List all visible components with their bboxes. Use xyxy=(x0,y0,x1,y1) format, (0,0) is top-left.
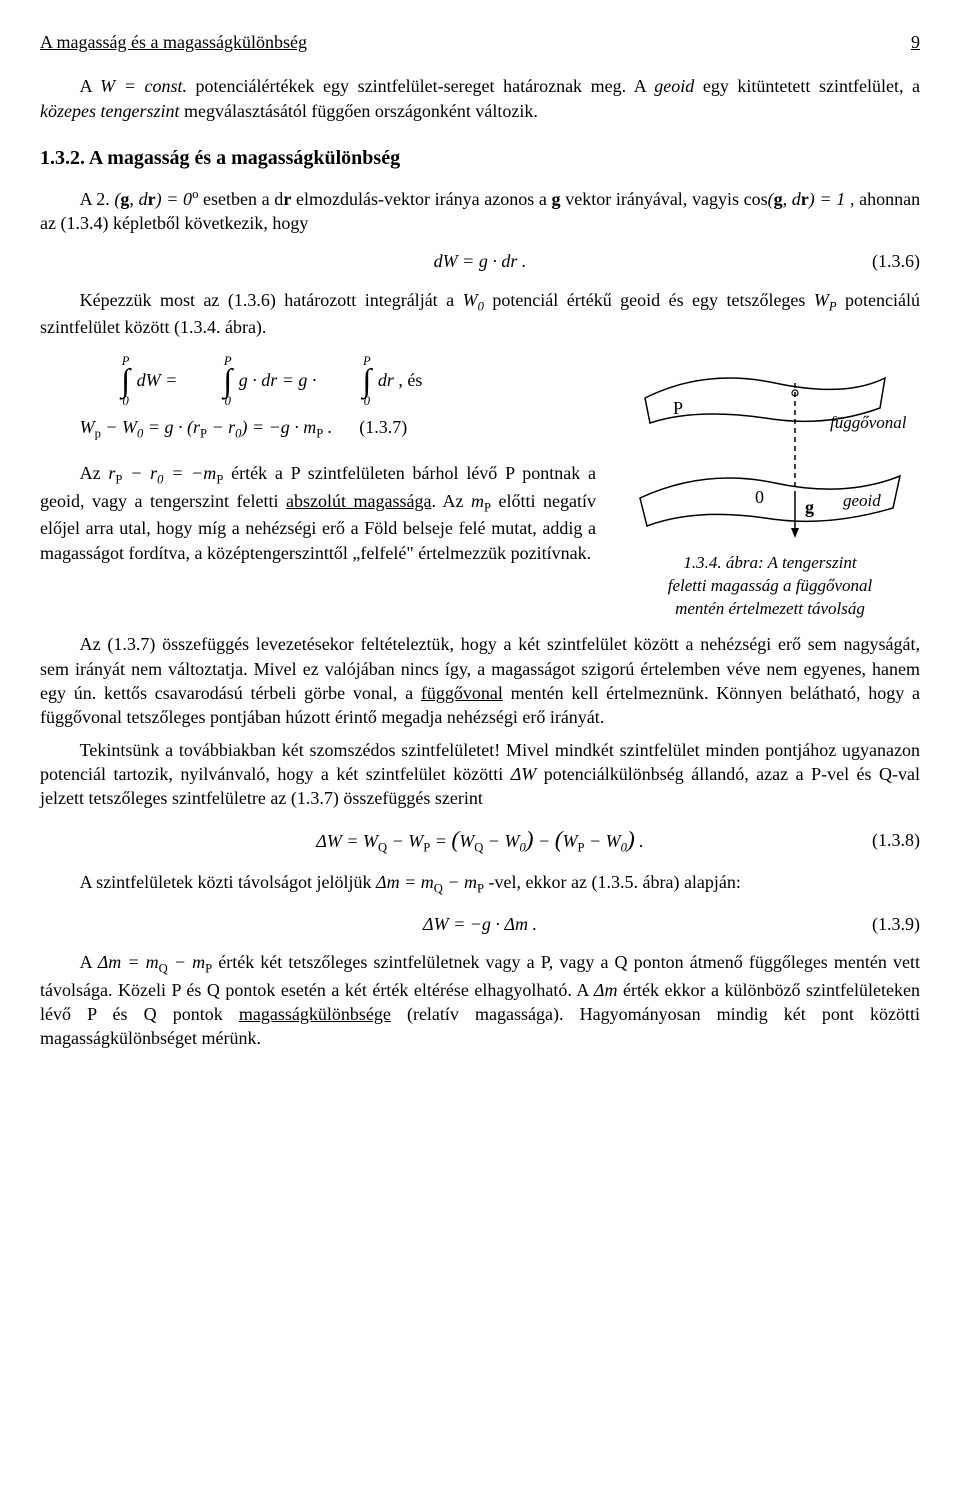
text: , és xyxy=(398,370,422,390)
paragraph-5: Az (1.3.7) összefüggés levezetésekor fel… xyxy=(40,632,920,729)
inline-eq: rP − r0 = −mP xyxy=(108,463,223,483)
paragraph-7: A szintfelületek közti távolságot jelölj… xyxy=(40,870,920,898)
inline-eq: cos(g, dr) = 1 xyxy=(744,189,846,209)
term-magassagkulonbsege: magasságkülönbsége xyxy=(239,1004,391,1024)
inline-eq: (g, dr) = 0o xyxy=(114,189,198,209)
term-abszolut: abszolút magassága xyxy=(286,491,431,511)
equation-139: ΔW = −g · Δm . (1.3.9) xyxy=(40,912,920,936)
text: esetben a d xyxy=(203,189,283,209)
term-geoid: geoid xyxy=(654,76,694,96)
fig-label-geoid: geoid xyxy=(843,491,881,510)
inline-var: WP xyxy=(814,290,837,310)
figure-svg: P 0 g függővonal geoid xyxy=(625,348,915,548)
text: egy kitüntetett szintfelület, a xyxy=(703,76,920,96)
caption-line: mentén értelmezett távolság xyxy=(620,598,920,621)
term-fuggovonal: függővonal xyxy=(421,683,503,703)
text: A xyxy=(80,76,101,96)
figure-left-equations: P∫0 dW = P∫0 g · dr = g · P∫0 dr , és Wp… xyxy=(40,348,596,573)
text: . Az xyxy=(431,491,471,511)
eq-body: ΔW = WQ − WP = (WQ − W0) − (WP − W0) . xyxy=(316,825,643,857)
header-page: 9 xyxy=(911,30,920,54)
inline-var: W0 xyxy=(463,290,484,310)
eq-number: (1.3.7) xyxy=(359,417,407,437)
eq-137: Wp − W0 = g · (rP − r0) = −g · mP . (1.3… xyxy=(40,415,596,443)
equation-136: dW = g · dr . (1.3.6) xyxy=(40,249,920,273)
eq-body: ΔW = −g · Δm . xyxy=(423,912,537,936)
text: Az xyxy=(80,463,109,483)
inline-eq: Δm = mQ − mP xyxy=(98,952,212,972)
eq-body: dW = g · dr . xyxy=(434,249,527,273)
caption-line: feletti magasság a függővonal xyxy=(620,575,920,598)
eq-number: (1.3.8) xyxy=(872,828,920,852)
fig-label-fuggo: függővonal xyxy=(830,413,907,432)
eq-number: (1.3.9) xyxy=(872,912,920,936)
text: A 2. xyxy=(80,189,115,209)
inline-var: mP xyxy=(471,491,491,511)
intro-paragraph: A W = const. potenciálértékek egy szintf… xyxy=(40,74,920,123)
paragraph-2: A 2. (g, dr) = 0o esetben a dr elmozdulá… xyxy=(40,186,920,236)
inline-eq: W = const. xyxy=(100,76,187,96)
fig-label-p: P xyxy=(673,398,683,418)
text: megválasztásától függően országonként vá… xyxy=(184,101,538,121)
paragraph-3: Képezzük most az (1.3.6) határozott inte… xyxy=(40,288,920,340)
equation-138: ΔW = WQ − WP = (WQ − W0) − (WP − W0) . (… xyxy=(40,825,920,857)
eq-number: (1.3.6) xyxy=(872,249,920,273)
text: elmozdulás-vektor iránya azonos a xyxy=(296,189,552,209)
figure-caption: 1.3.4. ábra: A tengerszint feletti magas… xyxy=(620,552,920,621)
paragraph-8: A Δm = mQ − mP érték két tetszőleges szi… xyxy=(40,950,920,1050)
running-header: A magasság és a magasságkülönbség 9 xyxy=(40,30,920,54)
section-heading: 1.3.2. A magasság és a magasságkülönbség xyxy=(40,145,920,172)
caption-line: 1.3.4. ábra: A tengerszint xyxy=(620,552,920,575)
text: -vel, ekkor az (1.3.5. ábra) alapján: xyxy=(489,872,741,892)
text: vektor irányával, vagyis xyxy=(565,189,743,209)
term-kozepes: közepes tengerszint xyxy=(40,101,179,121)
text: potenciál értékű geoid és egy tetszőlege… xyxy=(492,290,814,310)
paragraph-6: Tekintsünk a továbbiakban két szomszédos… xyxy=(40,738,920,811)
section-title: A magasság és a magasságkülönbség xyxy=(89,147,400,169)
inline-var: Δm xyxy=(594,980,618,1000)
text: A xyxy=(80,952,98,972)
fig-label-g: g xyxy=(805,497,814,517)
header-title: A magasság és a magasságkülönbség xyxy=(40,30,307,54)
inline-var: ΔW xyxy=(511,764,537,784)
text: Képezzük most az (1.3.6) határozott inte… xyxy=(80,290,463,310)
text: potenciálértékek egy szintfelület-serege… xyxy=(196,76,655,96)
figure-block: P∫0 dW = P∫0 g · dr = g · P∫0 dr , és Wp… xyxy=(40,348,920,621)
fig-label-0: 0 xyxy=(755,487,764,507)
section-number: 1.3.2. xyxy=(40,147,85,169)
paragraph-4: Az rP − r0 = −mP érték a P szintfelülete… xyxy=(40,461,596,565)
inline-eq: Δm = mQ − mP xyxy=(376,872,484,892)
figure-right: P 0 g függővonal geoid 1.3.4. ábra: A te… xyxy=(620,348,920,621)
text: A szintfelületek közti távolságot jelölj… xyxy=(80,872,376,892)
integral-eq: P∫0 dW = P∫0 g · dr = g · P∫0 dr , és xyxy=(40,356,596,408)
